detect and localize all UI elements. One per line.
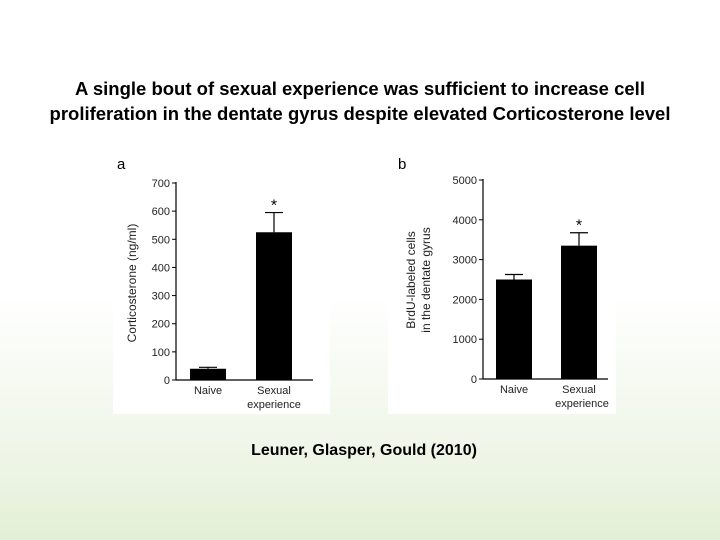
panel-label: a: [117, 156, 126, 173]
y-tick-label: 400: [152, 262, 170, 274]
chart-panel-a: a 0 100 200 300 400 500 600 700 Corticosterone (n…: [113, 152, 330, 414]
brdu-cells-bar-chart: b 0 1000 2000 3000 4000 5000 BrdU-labeled cells…: [398, 156, 609, 410]
y-tick-label: 1000: [453, 334, 477, 346]
x-tick-label: Sexual: [257, 385, 291, 397]
significance-marker: *: [576, 218, 582, 235]
y-tick-label: 2000: [453, 294, 477, 306]
x-tick-label: Naive: [194, 385, 222, 397]
y-tick-label: 200: [152, 319, 170, 331]
x-tick-label: Naive: [500, 384, 528, 396]
y-tick-label: 700: [152, 178, 170, 190]
bar: [190, 368, 226, 380]
x-tick-label: experience: [247, 399, 301, 411]
y-axis-label: Corticosterone (ng/ml): [125, 224, 139, 343]
slide-title-line-2: proliferation in the dentate gyrus despi…: [49, 103, 671, 124]
chart-panel-b: b 0 1000 2000 3000 4000 5000 BrdU-labeled cells…: [388, 152, 616, 414]
y-tick-label: 100: [152, 347, 170, 359]
y-axis-label: BrdU-labeled cells: [404, 231, 418, 328]
y-tick-label: 300: [152, 291, 170, 303]
y-tick-label: 4000: [453, 215, 477, 227]
x-tick-label: Sexual: [562, 384, 596, 396]
corticosterone-bar-chart: a 0 100 200 300 400 500 600 700 Corticosterone (n…: [117, 156, 313, 411]
citation: Leuner, Glasper, Gould (2010): [251, 442, 477, 459]
slide-title-line-1: A single bout of sexual experience was s…: [75, 78, 645, 99]
y-tick-label: 0: [471, 374, 477, 386]
significance-marker: *: [271, 198, 277, 215]
x-tick-label: experience: [555, 398, 609, 410]
bar: [256, 232, 292, 380]
bar: [496, 279, 532, 379]
bar: [561, 245, 597, 379]
panel-label: b: [398, 156, 406, 173]
y-tick-label: 500: [152, 234, 170, 246]
y-tick-label: 600: [152, 206, 170, 218]
y-tick-label: 5000: [453, 175, 477, 187]
slide-title: A single bout of sexual experience was s…: [0, 76, 720, 126]
y-tick-label: 0: [164, 375, 170, 387]
y-tick-label: 3000: [453, 255, 477, 267]
y-axis-label: in the dentate gyrus: [419, 227, 433, 332]
